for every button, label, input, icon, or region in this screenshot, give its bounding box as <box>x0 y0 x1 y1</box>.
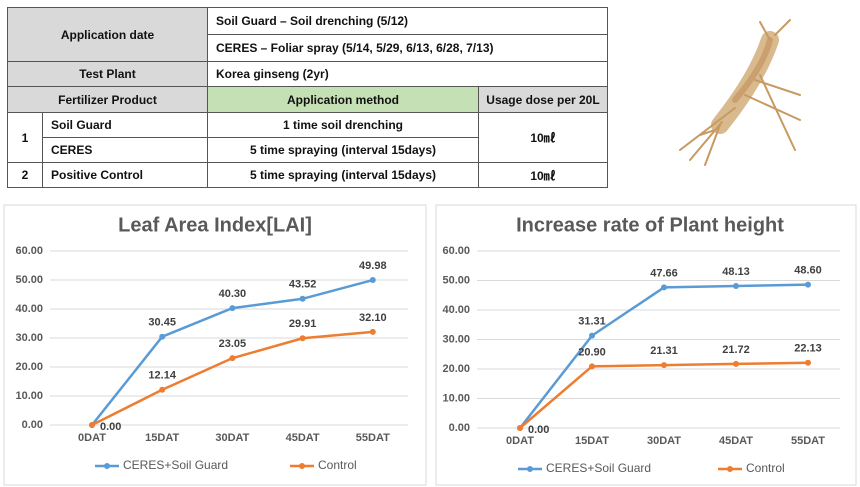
legend-marker <box>104 463 110 469</box>
data-label: 0.00 <box>100 421 121 433</box>
data-label: 23.05 <box>219 338 247 350</box>
data-point <box>369 277 376 284</box>
data-label: 20.90 <box>578 346 606 358</box>
data-point <box>369 328 376 335</box>
cell: Positive Control <box>42 162 208 188</box>
data-label: 29.91 <box>289 318 317 330</box>
cell: 2 <box>7 162 43 188</box>
y-tick-label: 60.00 <box>442 245 470 257</box>
cell: Korea ginseng (2yr) <box>207 61 608 87</box>
chart-border <box>3 204 427 486</box>
data-label: 47.66 <box>650 267 678 279</box>
cell: CERES – Foliar spray (5/14, 5/29, 6/13, … <box>207 34 608 62</box>
cell: Soil Guard <box>42 112 208 138</box>
x-tick-label: 30DAT <box>215 432 249 444</box>
y-tick-label: 20.00 <box>442 363 470 375</box>
legend-label: Control <box>318 458 357 472</box>
data-point <box>805 359 811 366</box>
data-point <box>733 360 739 367</box>
x-tick-label: 45DAT <box>286 432 320 444</box>
cell: Application date <box>7 7 208 62</box>
chart-title: Increase rate of Plant height <box>516 214 784 236</box>
data-label: 0.00 <box>528 424 549 436</box>
data-label: 43.52 <box>289 279 317 291</box>
cell: CERES <box>42 137 208 163</box>
cell: Test Plant <box>7 61 208 87</box>
cell: 10㎖ <box>478 112 608 163</box>
y-tick-label: 40.00 <box>442 304 470 316</box>
data-point <box>661 362 667 369</box>
y-tick-label: 20.00 <box>15 361 43 373</box>
y-tick-label: 30.00 <box>442 333 470 345</box>
data-point <box>159 333 166 340</box>
data-label: 30.45 <box>148 317 176 329</box>
chart-group: Leaf Area Index[LAI] 0.00 10.00 20.00 30.00 4… <box>3 204 857 486</box>
cell: 5 time spraying (interval 15days) <box>207 162 479 188</box>
cell: Soil Guard – Soil drenching (5/12) <box>207 7 608 35</box>
y-tick-label: 40.00 <box>15 303 43 315</box>
legend-marker <box>727 466 733 472</box>
header-cell: Fertilizer Product <box>7 86 208 113</box>
data-point <box>589 332 595 339</box>
ginseng-image <box>679 19 801 166</box>
y-tick-label: 0.00 <box>449 422 470 434</box>
data-point <box>589 363 595 370</box>
y-tick-label: 60.00 <box>15 245 43 257</box>
data-point <box>89 422 95 428</box>
data-label: 32.10 <box>359 312 387 324</box>
header-cell: Usage dose per 20L <box>478 86 608 113</box>
data-point <box>517 425 523 431</box>
legend-marker <box>299 463 305 469</box>
x-tick-label: 55DAT <box>791 435 825 447</box>
y-tick-label: 50.00 <box>442 274 470 286</box>
y-tick-label: 50.00 <box>15 274 43 286</box>
x-tick-label: 55DAT <box>356 432 390 444</box>
data-point <box>229 305 236 312</box>
data-label: 31.31 <box>578 316 606 328</box>
data-point <box>229 355 236 362</box>
x-tick-label: 45DAT <box>719 435 753 447</box>
legend-label: Control <box>746 461 785 475</box>
data-label: 49.98 <box>359 260 387 272</box>
y-tick-label: 10.00 <box>15 390 43 402</box>
data-point <box>299 335 306 342</box>
cell: 5 time spraying (interval 15days) <box>207 137 479 163</box>
y-tick-label: 30.00 <box>15 332 43 344</box>
data-label: 21.72 <box>722 344 750 356</box>
data-label: 48.13 <box>722 266 750 278</box>
data-point <box>299 295 306 302</box>
y-tick-label: 0.00 <box>22 419 43 431</box>
chart-border <box>435 204 857 486</box>
data-label: 22.13 <box>794 343 822 355</box>
x-tick-label: 0DAT <box>506 435 534 447</box>
cell: 10㎖ <box>478 162 608 188</box>
y-tick-label: 10.00 <box>442 392 470 404</box>
data-point <box>661 284 667 291</box>
data-label: 48.60 <box>794 265 822 277</box>
legend-label: CERES+Soil Guard <box>546 461 651 475</box>
legend-marker <box>527 466 533 472</box>
data-label: 12.14 <box>148 370 176 382</box>
data-label: 40.30 <box>219 288 247 300</box>
cell: 1 <box>7 112 43 163</box>
x-tick-label: 30DAT <box>647 435 681 447</box>
chart-title: Leaf Area Index[LAI] <box>118 214 312 236</box>
data-point <box>159 386 166 393</box>
x-tick-label: 0DAT <box>78 432 106 444</box>
legend-label: CERES+Soil Guard <box>123 458 228 472</box>
cell: 1 time soil drenching <box>207 112 479 138</box>
data-label: 21.31 <box>650 345 678 357</box>
data-point <box>805 281 811 288</box>
data-point <box>733 283 739 290</box>
header-cell: Application method <box>207 86 479 113</box>
x-tick-label: 15DAT <box>145 432 179 444</box>
x-tick-label: 15DAT <box>575 435 609 447</box>
